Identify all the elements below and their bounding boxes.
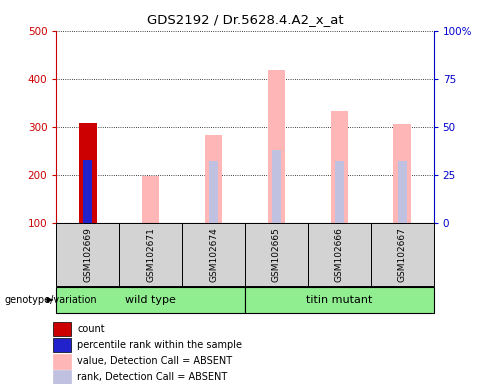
Text: rank, Detection Call = ABSENT: rank, Detection Call = ABSENT [77, 372, 227, 382]
Bar [142, 176, 159, 223]
Text: titin mutant: titin mutant [306, 295, 372, 305]
Text: GSM102667: GSM102667 [398, 227, 407, 282]
Text: GSM102671: GSM102671 [146, 227, 155, 282]
Text: GDS2192 / Dr.5628.4.A2_x_at: GDS2192 / Dr.5628.4.A2_x_at [147, 13, 343, 26]
Bar [272, 150, 281, 223]
Bar [371, 223, 434, 286]
Bar [53, 321, 71, 336]
Text: wild type: wild type [125, 295, 176, 305]
Bar [119, 223, 182, 286]
Bar [182, 223, 245, 286]
Bar [393, 124, 411, 223]
Bar [83, 161, 92, 223]
Bar [205, 135, 222, 223]
Bar [308, 223, 371, 286]
Text: GSM102669: GSM102669 [83, 227, 92, 282]
Bar [268, 70, 285, 223]
Bar [335, 161, 343, 223]
Bar [79, 123, 97, 223]
Text: genotype/variation: genotype/variation [5, 295, 98, 305]
Text: GSM102665: GSM102665 [272, 227, 281, 282]
Text: value, Detection Call = ABSENT: value, Detection Call = ABSENT [77, 356, 232, 366]
Bar [245, 287, 434, 313]
Bar [209, 161, 218, 223]
Text: GSM102674: GSM102674 [209, 227, 218, 282]
Text: percentile rank within the sample: percentile rank within the sample [77, 340, 242, 350]
Text: count: count [77, 324, 105, 334]
Bar [53, 338, 71, 353]
Bar [56, 223, 119, 286]
Text: GSM102666: GSM102666 [335, 227, 344, 282]
Bar [53, 354, 71, 369]
Bar [56, 287, 245, 313]
Bar [398, 161, 407, 223]
Bar [245, 223, 308, 286]
Bar [331, 111, 348, 223]
Bar [53, 370, 71, 384]
